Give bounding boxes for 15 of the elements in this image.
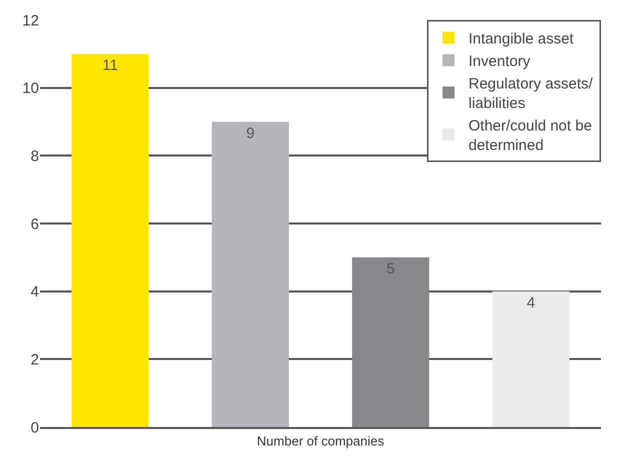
y-tick-label: 8 — [30, 148, 39, 165]
data-label: 4 — [526, 294, 536, 312]
y-tick-label: 0 — [30, 419, 39, 436]
y-tick-label: 4 — [30, 284, 39, 301]
y-tick-label: 6 — [30, 216, 39, 233]
legend-label: Inventory — [468, 53, 531, 70]
legend-label: Intangible asset — [468, 30, 574, 48]
data-label: 11 — [102, 56, 118, 74]
y-tick-label: 2 — [30, 351, 39, 368]
data-label: 9 — [246, 124, 255, 142]
x-axis-title: Number of companies — [256, 433, 385, 448]
legend-label: Regulatory assets/liabilities — [468, 76, 594, 112]
legend-label: Other/could not be determined — [468, 118, 592, 154]
y-tick-label: 10 — [22, 80, 39, 98]
y-tick-label: 12 — [22, 12, 39, 30]
